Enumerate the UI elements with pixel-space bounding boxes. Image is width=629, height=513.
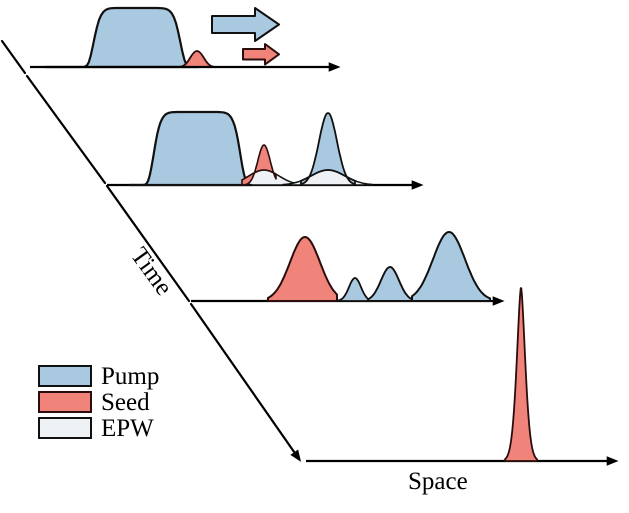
svg-text:Time: Time [125,243,177,301]
svg-text:EPW: EPW [101,415,154,442]
svg-text:Space: Space [408,468,468,495]
svg-text:Pump: Pump [101,363,159,390]
svg-text:Seed: Seed [101,389,150,416]
